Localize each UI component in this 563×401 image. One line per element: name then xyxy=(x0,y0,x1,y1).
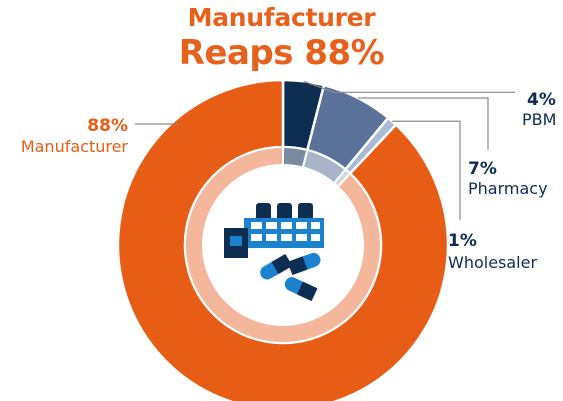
label-manufacturer-name: Manufacturer xyxy=(21,137,129,156)
label-pharmacy-value: 7% xyxy=(468,159,497,179)
label-pbm-value: 4% xyxy=(527,90,556,110)
leader-line-wholesaler xyxy=(392,120,461,220)
label-pharmacy-name: Pharmacy xyxy=(468,179,548,198)
leader-line-pbm xyxy=(303,80,515,93)
label-manufacturer-value: 88% xyxy=(87,116,128,136)
label-pbm-name: PBM xyxy=(522,110,556,129)
factory-and-pills-icon xyxy=(224,203,324,302)
leader-line-pharmacy xyxy=(357,97,489,150)
label-wholesaler-value: 1% xyxy=(448,231,477,251)
label-wholesaler-name: Wholesaler xyxy=(448,253,537,272)
slice-labels: 4%PBM 7%Pharmacy 1% Wholesaler 88%Manufactur… xyxy=(21,90,557,272)
leader-lines xyxy=(135,80,515,220)
chart-title-line-2: Reaps 88% xyxy=(178,33,385,73)
chart-title-line-1: Manufacturer xyxy=(187,3,376,32)
